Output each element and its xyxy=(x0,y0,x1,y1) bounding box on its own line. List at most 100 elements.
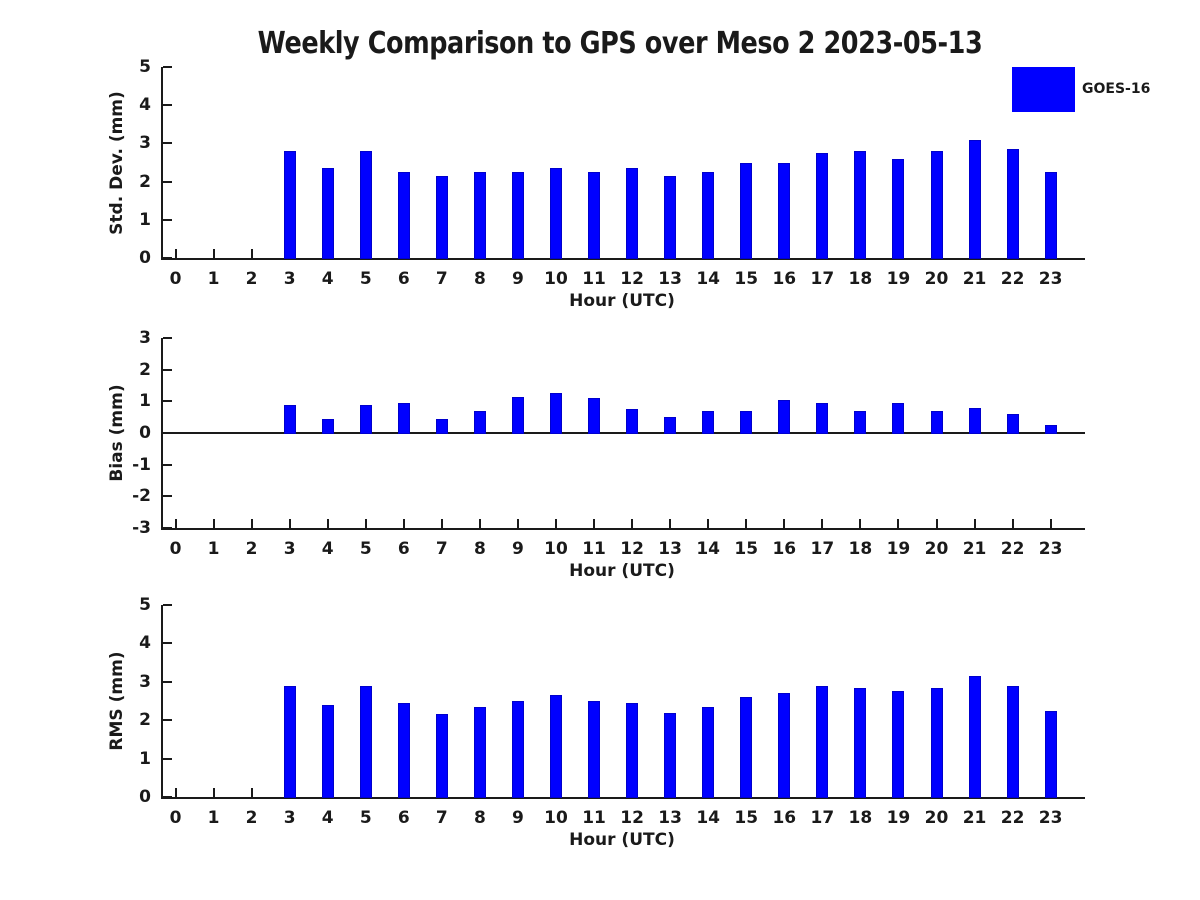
x-tick-label: 12 xyxy=(620,539,644,559)
x-tick-label: 10 xyxy=(544,269,568,289)
x-tick-label: 12 xyxy=(620,808,644,828)
bar xyxy=(435,418,448,434)
x-tickmark xyxy=(516,519,519,528)
x-tickmark xyxy=(174,519,177,528)
x-tickmark xyxy=(783,519,786,528)
bar xyxy=(588,172,601,259)
y-tickmark xyxy=(163,604,172,606)
bar xyxy=(664,417,677,434)
bar xyxy=(550,393,562,434)
bar xyxy=(511,701,524,798)
x-tickmark xyxy=(478,519,481,528)
x-tickmark xyxy=(250,249,253,258)
bar xyxy=(626,168,639,259)
y-tick-label: 3 xyxy=(139,133,151,154)
x-tick-label: 16 xyxy=(772,269,797,289)
x-tick-label: 8 xyxy=(473,269,486,289)
x-tick-label: 14 xyxy=(696,539,721,559)
bar xyxy=(473,172,486,259)
y-tick-label: 2 xyxy=(139,710,151,731)
x-tick-label: 11 xyxy=(582,539,606,559)
x-tick-label: 21 xyxy=(962,808,987,828)
x-tick-label: 9 xyxy=(512,808,524,828)
bar xyxy=(816,402,829,434)
bar xyxy=(702,706,715,798)
x-tick-label: 12 xyxy=(620,269,644,289)
bar xyxy=(397,172,410,259)
x-tick-label: 11 xyxy=(582,269,606,289)
x-axis-label: Hour (UTC) xyxy=(569,561,675,581)
y-tickmark xyxy=(163,680,172,683)
x-tick-label: 2 xyxy=(245,539,258,559)
x-tick-label: 13 xyxy=(658,808,682,828)
y-tick-label: 0 xyxy=(139,248,151,268)
bar xyxy=(321,168,334,259)
y-tick-label: 5 xyxy=(139,57,151,77)
x-tickmark xyxy=(174,788,177,797)
bar xyxy=(359,404,372,434)
x-tick-label: 8 xyxy=(473,539,486,559)
y-tickmark xyxy=(163,368,172,371)
y-tick-label: 4 xyxy=(139,95,151,116)
bar xyxy=(359,151,372,259)
bar xyxy=(588,398,601,434)
bar xyxy=(473,410,486,434)
x-axis-label: Hour (UTC) xyxy=(569,291,675,311)
y-tickmark xyxy=(163,66,172,68)
x-tick-label: 17 xyxy=(810,808,835,828)
bar xyxy=(626,702,639,798)
bar xyxy=(283,404,296,434)
bar xyxy=(740,162,753,259)
bar xyxy=(778,162,791,259)
legend-label: GOES-16 xyxy=(1082,81,1151,97)
x-tickmark xyxy=(707,519,710,528)
x-tick-label: 19 xyxy=(886,808,911,828)
bar xyxy=(321,418,334,434)
x-tick-label: 19 xyxy=(886,539,911,559)
x-tick-label: 2 xyxy=(245,269,258,289)
x-tick-label: 18 xyxy=(848,269,873,289)
y-tickmark xyxy=(163,527,172,529)
x-tick-label: 19 xyxy=(886,269,911,289)
x-tick-label: 15 xyxy=(734,269,759,289)
x-tick-label: 22 xyxy=(1000,539,1025,559)
x-tick-label: 8 xyxy=(473,808,486,828)
y-tick-label: 2 xyxy=(139,359,151,380)
x-tick-label: 3 xyxy=(283,539,296,559)
bar xyxy=(968,139,981,259)
x-tickmark xyxy=(212,519,215,528)
bar xyxy=(740,697,753,798)
x-tickmark xyxy=(250,519,253,528)
x-tickmark xyxy=(1049,519,1052,528)
x-tick-label: 1 xyxy=(207,269,220,289)
x-tickmark xyxy=(212,788,215,797)
bar xyxy=(1006,149,1019,259)
x-tickmark xyxy=(440,519,443,528)
y-tick-label: 1 xyxy=(139,748,151,769)
y-axis-spine xyxy=(161,67,163,260)
y-tickmark xyxy=(163,142,172,145)
y-tickmark xyxy=(163,463,172,466)
x-tick-label: 20 xyxy=(924,269,949,289)
y-axis-label: RMS (mm) xyxy=(107,651,127,751)
bar xyxy=(854,410,867,434)
x-tick-label: 23 xyxy=(1038,269,1063,289)
bar xyxy=(321,704,334,798)
x-tick-label: 10 xyxy=(544,808,568,828)
x-tick-label: 20 xyxy=(924,539,949,559)
x-tick-label: 14 xyxy=(696,808,721,828)
bar xyxy=(359,685,372,798)
x-tickmark xyxy=(745,519,748,528)
y-tickmark xyxy=(163,642,172,645)
x-tick-label: 18 xyxy=(848,808,873,828)
bar xyxy=(511,396,524,434)
y-tickmark xyxy=(163,180,172,183)
x-tickmark xyxy=(364,519,367,528)
x-tick-label: 16 xyxy=(772,539,797,559)
x-tick-label: 0 xyxy=(169,269,182,289)
x-axis-label: Hour (UTC) xyxy=(569,830,675,850)
y-tickmark xyxy=(163,495,172,498)
x-tickmark xyxy=(288,519,291,528)
